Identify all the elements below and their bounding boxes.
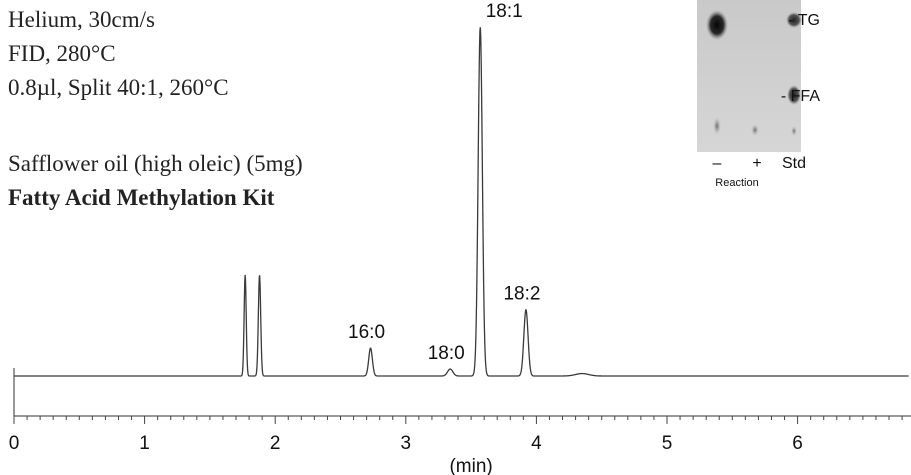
peak-label: 18:0: [428, 343, 465, 364]
tlc-lane-minus: –: [713, 155, 722, 172]
peak-label: 16:0: [348, 322, 385, 343]
tlc-lane-plus: +: [752, 155, 761, 172]
x-tick-label: 6: [792, 433, 803, 454]
tlc-origin-smear-plus: [751, 124, 759, 136]
tlc-spot-label-ffa: - FFA: [781, 88, 820, 105]
sample-text: Safflower oil (high oleic) (5mg): [8, 151, 303, 176]
tlc-origin-smear-minus: [713, 117, 721, 135]
tlc-lane-std: Std: [782, 155, 806, 172]
tlc-spot-label-tg: - TG: [788, 12, 820, 29]
peak-label: 18:1: [486, 1, 523, 22]
tlc-reaction-caption: Reaction: [715, 177, 758, 189]
detector-text: FID, 280°C: [8, 41, 116, 66]
kit-name-text: Fatty Acid Methylation Kit: [8, 185, 275, 210]
x-axis-label: (min): [449, 456, 492, 475]
injection-text: 0.8µl, Split 40:1, 260°C: [8, 75, 229, 100]
tlc-inset: - TG - FFA – + Std Reaction: [697, 0, 820, 189]
tlc-spot-tg-std: [786, 12, 802, 28]
chromatogram-trace: [14, 27, 909, 377]
x-tick-label: 5: [662, 433, 673, 454]
carrier-gas-text: Helium, 30cm/s: [8, 7, 155, 32]
x-tick-label: 0: [9, 433, 20, 454]
x-tick-label: 1: [139, 433, 150, 454]
x-tick-label: 4: [531, 433, 542, 454]
x-tick-label: 2: [270, 433, 281, 454]
tlc-origin-smear-std: [791, 126, 797, 136]
tlc-spot-ffa-std: [787, 85, 801, 105]
peak-label: 18:2: [503, 284, 540, 305]
tlc-spot-tg-minus: [706, 10, 728, 40]
x-tick-label: 3: [401, 433, 412, 454]
